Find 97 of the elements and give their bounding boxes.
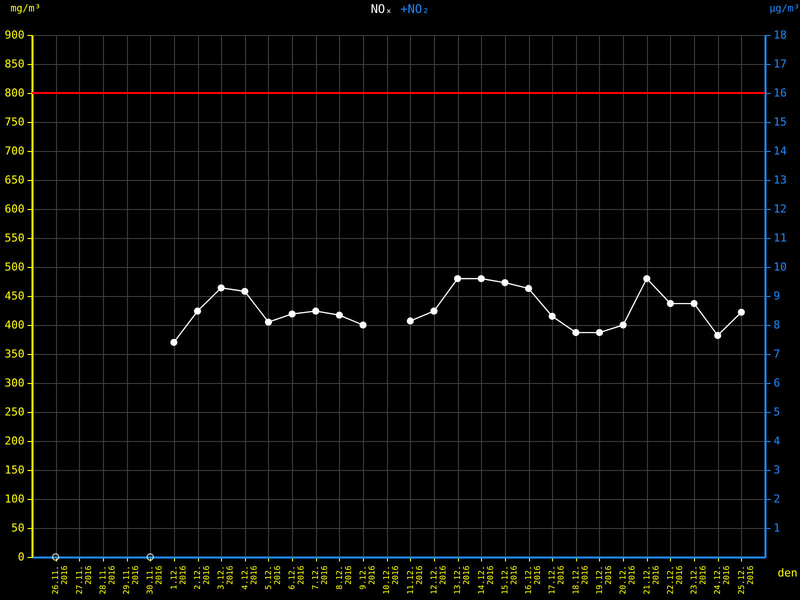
point bbox=[525, 284, 532, 292]
x-tick-label: 26.11. 2016 bbox=[51, 565, 70, 594]
x-tick-label: 24.12. 2016 bbox=[713, 565, 732, 594]
y2-tick-label: 10 bbox=[774, 260, 787, 274]
y-tick-label: 500 bbox=[4, 260, 24, 274]
point bbox=[666, 300, 674, 308]
point bbox=[218, 284, 225, 292]
y2-tick-label: 11 bbox=[774, 232, 787, 244]
point bbox=[738, 308, 745, 316]
y-tick-label: 650 bbox=[4, 174, 24, 186]
y-tick-label: 550 bbox=[4, 232, 24, 244]
point bbox=[170, 338, 178, 346]
x-tick-label: 19.12. 2016 bbox=[594, 565, 613, 594]
point bbox=[312, 308, 320, 315]
x-tick-label: 28.11. 2016 bbox=[98, 565, 116, 594]
y-tick-label: 0 bbox=[18, 550, 24, 564]
y-tick-label: 800 bbox=[4, 86, 24, 100]
point bbox=[288, 310, 296, 318]
x-tick-label: 21.12. 2016 bbox=[642, 565, 660, 594]
y2-tick-label: 9 bbox=[774, 290, 780, 302]
x-tick-label: 4.12. 2016 bbox=[240, 565, 258, 590]
point bbox=[690, 300, 698, 308]
x-tick-label: 25.12. 2016 bbox=[736, 565, 755, 594]
point bbox=[454, 275, 462, 282]
chart-subtitle: +NO₂ bbox=[400, 2, 430, 16]
point bbox=[572, 329, 580, 336]
y-tick-label: 850 bbox=[4, 58, 24, 70]
point bbox=[596, 329, 604, 336]
point bbox=[548, 312, 556, 320]
point bbox=[336, 312, 343, 319]
y-tick-label: 250 bbox=[4, 406, 24, 418]
x-axis-title: den bbox=[778, 566, 798, 580]
x-tick-label: 7.12. 2016 bbox=[311, 565, 330, 590]
chart-title: NOₓ bbox=[370, 2, 392, 16]
point bbox=[478, 275, 485, 282]
point bbox=[430, 308, 438, 315]
y-tick-label: 400 bbox=[4, 318, 24, 332]
x-tick-label: 14.12. 2016 bbox=[476, 565, 495, 594]
y-tick-label: 450 bbox=[4, 290, 24, 302]
x-tick-label: 1.12. 2016 bbox=[169, 565, 188, 590]
x-tick-label: 2.12. 2016 bbox=[193, 565, 212, 590]
y-axis-title: mg/m³ bbox=[10, 4, 41, 14]
y2-tick-label: 8 bbox=[774, 318, 780, 332]
x-tick-label: 11.12. 2016 bbox=[406, 565, 424, 594]
x-tick-label: 15.12. 2016 bbox=[500, 565, 518, 594]
y2-axis-title: µg/m³ bbox=[770, 4, 800, 14]
point bbox=[406, 317, 414, 324]
y2-tick-label: 4 bbox=[774, 434, 780, 448]
x-tick-label: 27.11. 2016 bbox=[74, 565, 93, 594]
y2-tick-label: 3 bbox=[774, 464, 780, 476]
x-tick-label: 20.12. 2016 bbox=[618, 565, 637, 594]
point bbox=[194, 308, 202, 315]
x-tick-label: 5.12. 2016 bbox=[264, 565, 282, 590]
y2-tick-label: 1 bbox=[774, 522, 780, 534]
y-tick-label: 700 bbox=[4, 144, 24, 158]
x-tick-label: 13.12. 2016 bbox=[453, 565, 472, 594]
point bbox=[264, 318, 272, 326]
y2-tick-label: 18 bbox=[774, 28, 787, 42]
y-tick-label: 300 bbox=[4, 376, 24, 390]
y2-tick-label: 7 bbox=[774, 348, 780, 360]
y2-tick-label: 17 bbox=[774, 58, 787, 70]
y-tick-label: 50 bbox=[11, 522, 24, 534]
y2-tick-label: 13 bbox=[774, 174, 787, 186]
y2-tick-label: 12 bbox=[774, 202, 787, 216]
y2-tick-label: 2 bbox=[774, 492, 780, 506]
x-tick-label: 10.12. 2016 bbox=[382, 565, 400, 594]
point bbox=[52, 553, 60, 561]
point bbox=[241, 288, 248, 295]
point bbox=[714, 332, 722, 339]
x-tick-label: 22.12. 2016 bbox=[666, 565, 684, 594]
y-tick-label: 600 bbox=[4, 202, 24, 216]
x-tick-label: 16.12. 2016 bbox=[524, 565, 542, 594]
point bbox=[359, 321, 367, 329]
y2-tick-label: 5 bbox=[774, 406, 780, 418]
x-tick-label: 8.12. 2016 bbox=[334, 565, 353, 590]
x-tick-label: 6.12. 2016 bbox=[288, 565, 306, 590]
y2-tick-label: 14 bbox=[774, 144, 788, 158]
x-tick-label: 18.12. 2016 bbox=[571, 565, 590, 594]
y-tick-label: 100 bbox=[4, 492, 24, 506]
y-tick-label: 350 bbox=[4, 348, 24, 360]
x-tick-label: 23.12. 2016 bbox=[690, 565, 708, 594]
point bbox=[620, 321, 627, 329]
x-tick-label: 29.11. 2016 bbox=[122, 565, 140, 594]
y-tick-label: 900 bbox=[4, 28, 24, 42]
y-tick-label: 750 bbox=[4, 116, 24, 128]
y2-tick-label: 16 bbox=[774, 86, 787, 100]
x-tick-label: 9.12. 2016 bbox=[358, 565, 377, 590]
y2-tick-label: 15 bbox=[774, 116, 787, 128]
point bbox=[643, 275, 650, 282]
x-tick-label: 17.12. 2016 bbox=[548, 565, 566, 594]
y-tick-label: 200 bbox=[4, 434, 24, 448]
x-tick-label: 12.12. 2016 bbox=[429, 565, 448, 594]
point bbox=[501, 279, 508, 286]
y-tick-label: 150 bbox=[4, 464, 24, 476]
x-tick-label: 30.11. 2016 bbox=[146, 565, 164, 594]
y2-tick-label: 6 bbox=[774, 376, 780, 390]
x-tick-label: 3.12. 2016 bbox=[216, 565, 235, 590]
